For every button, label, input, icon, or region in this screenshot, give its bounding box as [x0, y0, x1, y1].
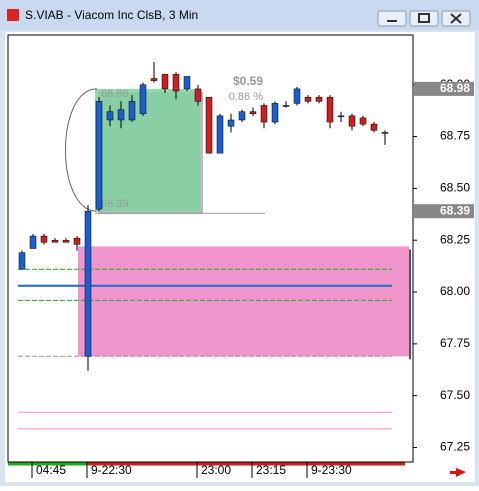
- candle-body: [40, 235, 48, 243]
- candle-body: [238, 111, 246, 121]
- candle-body: [106, 111, 114, 121]
- measure-arc: [65, 88, 98, 212]
- candle-body: [315, 96, 323, 102]
- candle-body: [282, 105, 290, 107]
- candle-body: [194, 88, 202, 102]
- window-title: S.VIAB - Viacom Inc ClsB, 3 Min: [25, 8, 198, 22]
- measure-change: $0.59: [233, 74, 263, 88]
- close-icon: [450, 13, 462, 24]
- candle-body: [216, 115, 224, 154]
- candle-body: [348, 115, 356, 127]
- candle-body: [139, 84, 147, 115]
- candle-body: [271, 103, 279, 123]
- candle-body: [337, 115, 345, 118]
- candle-body: [260, 105, 268, 123]
- candle-body: [73, 237, 81, 245]
- y-tick-label: 67.50: [440, 388, 470, 402]
- y-tick-label: 67.75: [440, 336, 470, 350]
- candle-body: [370, 123, 378, 131]
- candle-body: [95, 101, 103, 210]
- candle-body: [51, 239, 59, 243]
- x-tick-label: 23:15: [256, 463, 286, 477]
- minimize-button[interactable]: [377, 10, 407, 27]
- candle-body: [293, 88, 301, 104]
- x-tick-label: 04:45: [36, 463, 66, 477]
- candle-body: [205, 96, 213, 154]
- candle-body: [161, 74, 169, 90]
- zone: [78, 246, 409, 357]
- candle-body: [117, 109, 125, 121]
- candle-body: [18, 252, 26, 270]
- candle-body: [227, 119, 235, 127]
- measure-high-label: 68.98: [101, 88, 129, 100]
- y-tick-label: 68.25: [440, 232, 470, 246]
- measure-percent: 0.86 %: [229, 91, 263, 103]
- y-tick-label: 67.25: [440, 440, 470, 454]
- candle-body: [326, 96, 334, 123]
- y-tick-label: 68.00: [440, 284, 470, 298]
- y-tick-label: 68.75: [440, 129, 470, 143]
- price-marker: [414, 204, 474, 219]
- candle-body: [359, 117, 367, 125]
- y-tick-label: 68.50: [440, 181, 470, 195]
- x-tick-label: 23:00: [201, 463, 231, 477]
- candle-body: [62, 239, 70, 243]
- candle-body: [29, 235, 37, 249]
- measure-low-label: 68.39: [101, 198, 129, 210]
- candle-body: [304, 96, 312, 102]
- candle-body: [150, 78, 158, 81]
- price-marker-label: 68.39: [440, 203, 470, 217]
- price-marker-label: 68.98: [440, 81, 470, 95]
- candle-body: [183, 76, 191, 90]
- candle-body: [381, 132, 389, 134]
- maximize-icon: [418, 13, 430, 23]
- measure-box: [95, 88, 200, 212]
- maximize-button[interactable]: [409, 10, 439, 27]
- scroll-arrow[interactable]: [450, 468, 466, 477]
- app-icon: [7, 9, 19, 21]
- candle-body: [249, 111, 257, 115]
- x-tick-label: 9-22:30: [91, 463, 132, 477]
- candle-body: [172, 74, 180, 92]
- x-tick-label: 9-23:30: [311, 463, 352, 477]
- candle-body: [128, 101, 136, 121]
- price-marker: [414, 81, 474, 96]
- candle-body: [84, 210, 92, 357]
- plot-layer: 67.2567.5067.7568.0068.2568.5068.7569.00…: [18, 61, 474, 478]
